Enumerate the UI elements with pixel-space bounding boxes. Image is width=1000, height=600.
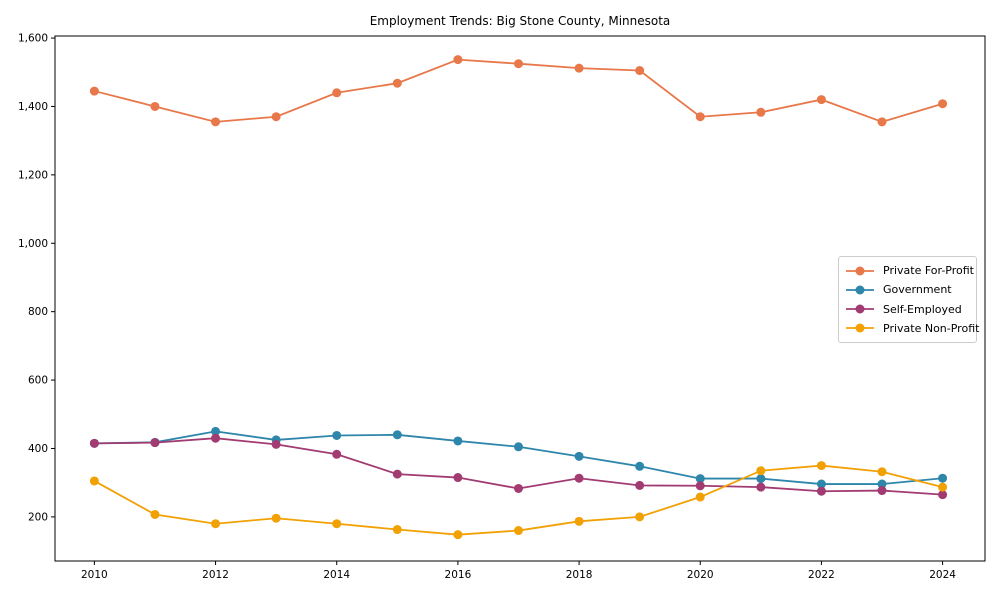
legend-label: Private For-Profit (883, 264, 974, 278)
series-line-private-for-profit (94, 58, 943, 123)
data-point-private-for-profit-2012 (211, 117, 221, 127)
data-point-private-non-profit-2018 (574, 516, 584, 526)
y-tick-label: 400 (28, 443, 48, 455)
data-point-government-2016 (453, 436, 463, 446)
data-point-private-for-profit-2020 (695, 112, 705, 122)
data-point-government-2021 (756, 474, 766, 484)
data-point-self-employed-2013 (271, 439, 281, 449)
data-point-private-for-profit-2014 (332, 88, 342, 98)
data-point-self-employed-2011 (150, 438, 160, 448)
data-point-private-for-profit-2016 (453, 55, 463, 65)
series-line-private-non-profit (93, 464, 943, 536)
data-point-government-2012 (211, 426, 221, 436)
data-point-private-for-profit-2023 (877, 117, 887, 127)
y-tick-label: 600 (28, 375, 48, 387)
legend-item-government: Government (845, 283, 976, 296)
data-point-private-for-profit-2024 (938, 99, 948, 109)
data-point-private-non-profit-2019 (635, 512, 645, 522)
legend-marker-icon (846, 266, 874, 276)
data-point-self-employed-2016 (453, 473, 463, 483)
x-tick-label: 2016 (445, 569, 472, 581)
legend-label: Self-Employed (883, 302, 962, 316)
x-tick-label: 2020 (687, 569, 714, 581)
data-point-private-non-profit-2014 (332, 519, 342, 529)
data-point-private-for-profit-2013 (271, 112, 281, 122)
legend-item-private-non-profit: Private Non-Profit (845, 321, 980, 335)
data-point-private-for-profit-2019 (635, 66, 645, 76)
data-point-self-employed-2019 (635, 480, 645, 490)
data-point-government-2024 (938, 473, 948, 483)
data-point-private-for-profit-2017 (513, 59, 523, 69)
y-tick-label: 200 (28, 511, 48, 523)
data-point-private-for-profit-2010 (89, 86, 99, 96)
data-point-private-for-profit-2018 (574, 63, 584, 73)
data-point-self-employed-2023 (877, 486, 887, 496)
x-tick-label: 2022 (808, 569, 835, 581)
data-point-private-non-profit-2024 (938, 482, 948, 492)
data-point-private-for-profit-2011 (150, 101, 160, 111)
data-point-private-non-profit-2013 (271, 513, 281, 523)
data-point-government-2015 (392, 430, 402, 440)
plot-area (54, 35, 986, 562)
data-point-self-employed-2017 (513, 483, 523, 493)
x-tick-label: 2018 (566, 569, 593, 581)
data-point-private-non-profit-2012 (211, 519, 221, 529)
legend-label: Private Non-Profit (883, 321, 980, 335)
x-tick-label: 2010 (81, 569, 108, 581)
data-point-government-2020 (695, 474, 705, 484)
x-tick-label: 2014 (323, 569, 350, 581)
data-point-private-for-profit-2022 (816, 95, 826, 105)
y-tick-label: 1,400 (18, 101, 48, 113)
data-point-self-employed-2018 (574, 473, 584, 483)
data-point-government-2014 (332, 430, 342, 440)
y-tick-label: 800 (28, 306, 48, 318)
data-point-private-non-profit-2017 (513, 526, 523, 536)
data-point-self-employed-2024 (938, 490, 948, 500)
data-point-self-employed-2022 (816, 486, 826, 496)
data-point-private-non-profit-2020 (695, 492, 705, 502)
y-tick-label: 1,600 (18, 33, 48, 45)
data-point-government-2023 (877, 479, 887, 489)
data-point-private-non-profit-2010 (89, 476, 99, 486)
legend: Private For-Profit Government Self-Employe… (838, 256, 980, 343)
y-tick-label: 1,000 (18, 238, 48, 250)
legend-item-private-for-profit: Private For-Profit (845, 264, 976, 277)
data-point-private-non-profit-2016 (453, 530, 463, 540)
data-point-private-non-profit-2022 (816, 461, 826, 471)
x-tick-label: 2024 (929, 569, 956, 581)
y-tick-label: 1,200 (18, 169, 48, 181)
data-point-government-2018 (574, 451, 584, 461)
data-point-self-employed-2014 (332, 449, 342, 459)
data-point-private-non-profit-2021 (756, 466, 766, 476)
data-point-private-for-profit-2015 (392, 78, 402, 88)
data-point-self-employed-2020 (695, 481, 705, 491)
chart-title: Employment Trends: Big Stone County, Min… (369, 14, 671, 28)
data-point-self-employed-2010 (89, 438, 99, 448)
legend-marker-icon (846, 323, 874, 333)
data-point-government-2019 (635, 461, 645, 471)
legend-marker-icon (846, 304, 874, 314)
x-tick-label: 2012 (202, 569, 229, 581)
legend-marker-icon (846, 285, 874, 295)
data-point-government-2017 (513, 442, 523, 452)
legend-label: Government (883, 283, 952, 297)
data-point-private-non-profit-2023 (877, 467, 887, 477)
data-point-private-for-profit-2021 (756, 107, 766, 117)
data-point-self-employed-2015 (392, 469, 402, 479)
data-point-self-employed-2012 (211, 433, 221, 443)
data-point-private-non-profit-2015 (392, 525, 402, 535)
data-point-self-employed-2021 (756, 482, 766, 492)
legend-item-self-employed: Self-Employed (845, 303, 976, 316)
data-point-government-2022 (816, 479, 826, 489)
data-point-private-non-profit-2011 (150, 509, 160, 519)
